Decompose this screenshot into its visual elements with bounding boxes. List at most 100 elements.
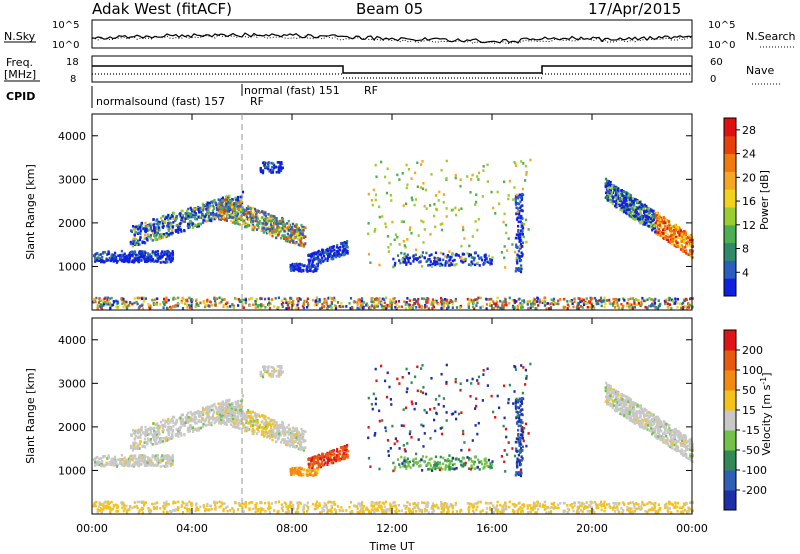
velocity-cell (194, 416, 197, 419)
power-cell (440, 306, 443, 310)
power-cell (193, 207, 196, 211)
power-cell (107, 298, 111, 302)
power-cell (306, 306, 309, 309)
velocity-cell (236, 399, 240, 403)
power-cell (436, 262, 439, 266)
power-cell (430, 253, 433, 256)
power-cell (276, 226, 279, 229)
power-cell (658, 230, 661, 233)
power-cell (292, 299, 295, 303)
velocity-cell (295, 436, 298, 440)
power-cell (234, 196, 237, 200)
power-cell (627, 194, 630, 197)
power-cell (294, 263, 297, 266)
velocity-cell (197, 412, 200, 415)
velocity-cell (168, 459, 171, 463)
power-cell (432, 300, 435, 303)
power-cell (632, 201, 635, 204)
velocity-cell (107, 456, 111, 459)
power-cell (477, 217, 480, 221)
power-cell (647, 304, 651, 308)
velocity-cell (127, 457, 130, 461)
power-cell (169, 215, 173, 218)
velocity-cell (296, 438, 299, 441)
velocity-cell (298, 437, 301, 441)
power-cell (224, 212, 227, 215)
velocity-cell (252, 427, 255, 431)
power-cell (616, 191, 619, 194)
power-cell (270, 171, 273, 174)
velocity-cell (146, 461, 149, 464)
velocity-cell (101, 459, 104, 463)
power-cell (577, 302, 581, 305)
velocity-cell (241, 410, 244, 413)
power-cell (229, 219, 233, 222)
velocity-cell (137, 435, 140, 439)
power-cell (291, 265, 294, 268)
power-cell (616, 204, 619, 208)
velocity-cell (270, 431, 273, 434)
power-cell (486, 180, 489, 183)
power-cell (212, 213, 215, 216)
colorbar-tick-label: 12 (742, 219, 756, 232)
power-cell (378, 263, 381, 267)
power-cell (643, 211, 646, 215)
velocity-cell (137, 464, 141, 468)
power-cell (188, 296, 191, 300)
power-cell (664, 228, 667, 232)
power-cell (654, 223, 657, 227)
power-cell (515, 267, 518, 270)
power-cell (689, 238, 692, 241)
power-cell (222, 217, 225, 221)
power-cell (194, 305, 197, 309)
power-cell (311, 298, 315, 302)
power-cell (518, 303, 521, 307)
power-cell (421, 160, 424, 163)
power-cell (628, 305, 631, 309)
power-cell (267, 219, 270, 223)
power-cell (420, 305, 423, 308)
power-cell (199, 222, 202, 226)
velocity-cell (149, 428, 152, 432)
colorbar-segment (724, 171, 736, 190)
power-cell (405, 186, 408, 190)
velocity-cell (187, 411, 190, 415)
power-cell (608, 198, 611, 201)
power-cell (636, 217, 639, 221)
power-cell (521, 224, 524, 228)
power-cell (520, 209, 523, 212)
power-cell (439, 223, 442, 226)
power-cell (501, 304, 504, 307)
velocity-cell (108, 460, 111, 464)
power-cell (603, 296, 606, 300)
power-cell (321, 260, 325, 263)
power-cell (135, 237, 138, 241)
power-cell (149, 227, 152, 230)
power-cell (157, 220, 160, 224)
power-cell (282, 301, 285, 305)
velocity-cell (266, 431, 269, 434)
velocity-cell (247, 411, 250, 414)
power-cell (320, 306, 323, 309)
velocity-cell (186, 413, 189, 417)
power-cell (193, 210, 196, 214)
power-cell (513, 306, 516, 309)
power-cell (94, 253, 97, 256)
power-cell (485, 298, 488, 301)
velocity-cell (185, 416, 188, 419)
power-cell (423, 228, 426, 231)
power-cell (543, 301, 546, 305)
power-cell (277, 168, 280, 172)
power-cell (235, 215, 238, 218)
power-cell (322, 305, 325, 308)
power-cell (622, 199, 625, 203)
velocity-cell (164, 421, 167, 425)
power-cell (186, 217, 190, 220)
power-cell (310, 254, 313, 258)
power-cell (662, 220, 665, 224)
power-cell (605, 299, 609, 302)
power-cell (236, 221, 239, 225)
power-cell (163, 253, 166, 257)
velocity-cell (234, 405, 237, 409)
power-cell (268, 306, 272, 310)
